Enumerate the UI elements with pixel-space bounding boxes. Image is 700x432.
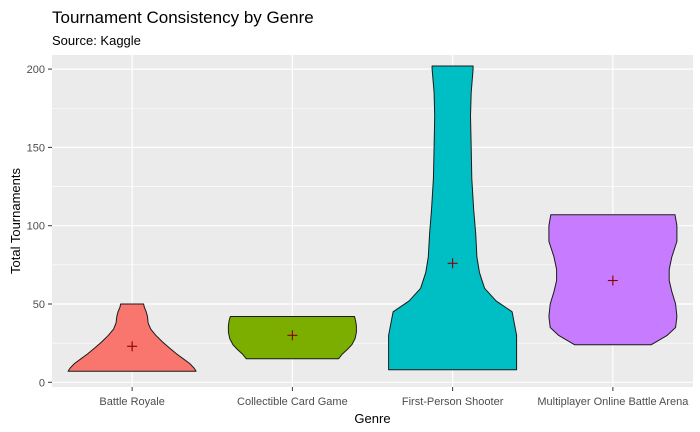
- mean-markers: [127, 258, 618, 352]
- chart-subtitle: Source: Kaggle: [52, 33, 141, 48]
- x-tick-label: First-Person Shooter: [402, 396, 504, 408]
- mean-marker: [287, 330, 298, 341]
- mean-marker: [607, 275, 618, 286]
- y-tick-label: 150: [27, 142, 45, 154]
- x-axis: Battle Royale Collectible Card Game First-…: [99, 387, 689, 408]
- x-axis-title: Genre: [354, 411, 390, 426]
- mean-marker: [127, 341, 138, 352]
- mean-marker: [447, 258, 458, 269]
- y-axis: 0 50 100 150 200: [27, 64, 52, 389]
- y-tick-label: 100: [27, 221, 45, 233]
- y-tick-label: 200: [27, 64, 45, 76]
- y-tick-label: 0: [39, 377, 45, 389]
- y-tick-label: 50: [33, 299, 45, 311]
- x-tick-label: Battle Royale: [99, 396, 164, 408]
- violin-first-person-shooter: [388, 65, 518, 371]
- violin-battle-royale: [67, 303, 197, 372]
- chart-title: Tournament Consistency by Genre: [52, 8, 314, 27]
- x-tick-label: Collectible Card Game: [237, 396, 348, 408]
- x-tick-label: Multiplayer Online Battle Arena: [537, 396, 689, 408]
- y-axis-title: Total Tournaments: [8, 168, 23, 274]
